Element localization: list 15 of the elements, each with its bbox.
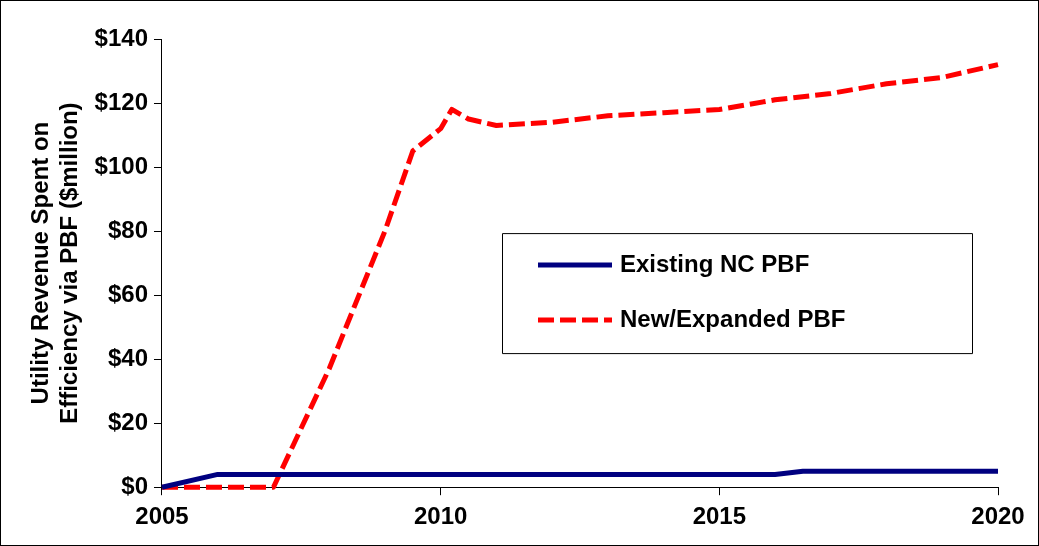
x-tick-label: 2010 <box>413 502 468 530</box>
y-tick-label: $60 <box>107 279 148 307</box>
y-axis-title: Utility Revenue Spent on Efficiency via PBF ($million) <box>26 102 82 424</box>
y-tick-label: $20 <box>107 407 148 435</box>
y-tick-label: $140 <box>94 23 148 51</box>
legend-label: New/Expanded PBF <box>620 304 846 332</box>
y-tick-label: $0 <box>121 471 148 499</box>
y-tick-label: $100 <box>94 151 148 179</box>
legend-label: Existing NC PBF <box>620 249 810 277</box>
x-tick-label: 2020 <box>971 502 1025 530</box>
y-tick-label: $120 <box>94 87 148 115</box>
x-tick-label: 2005 <box>135 502 189 530</box>
x-tick-label: 2015 <box>692 502 747 530</box>
y-tick-label: $80 <box>107 215 148 243</box>
y-tick-label: $40 <box>107 343 148 371</box>
